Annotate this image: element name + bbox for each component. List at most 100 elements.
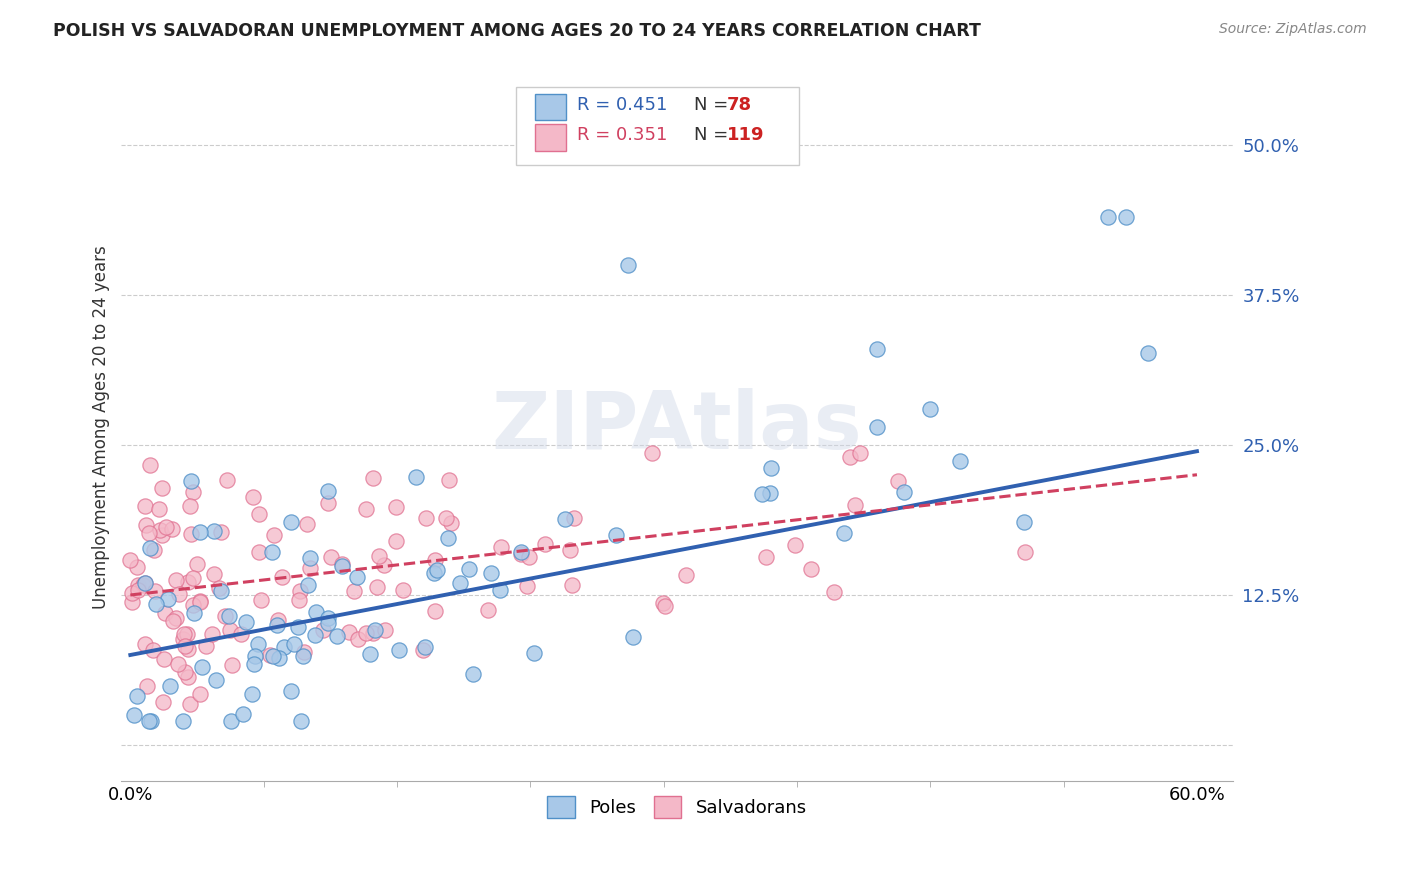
Point: [392, 583, 415, 598]
Point: [134, 575, 156, 590]
Point: [866, 420, 889, 434]
Point: [214, 609, 236, 624]
Point: [437, 473, 460, 487]
Point: [267, 613, 290, 627]
Point: [155, 520, 177, 534]
Point: [297, 578, 319, 592]
Point: [366, 580, 388, 594]
Point: [319, 550, 342, 565]
Point: [359, 647, 381, 661]
Point: [218, 623, 240, 637]
Point: [621, 630, 644, 644]
Point: [121, 586, 143, 600]
Point: [844, 498, 866, 512]
Point: [866, 342, 889, 356]
Point: [218, 608, 240, 623]
Point: [205, 673, 228, 687]
Point: [751, 486, 773, 500]
FancyBboxPatch shape: [534, 124, 565, 151]
Point: [325, 629, 347, 643]
Point: [754, 549, 776, 564]
Point: [759, 486, 782, 500]
Point: [800, 562, 823, 576]
Y-axis label: Unemployment Among Ages 20 to 24 years: Unemployment Among Ages 20 to 24 years: [93, 245, 110, 609]
Point: [247, 545, 270, 559]
Point: [159, 679, 181, 693]
Point: [605, 528, 627, 542]
Point: [139, 541, 162, 555]
Point: [259, 648, 281, 662]
Point: [918, 401, 941, 416]
Point: [449, 575, 471, 590]
Point: [127, 560, 149, 574]
Point: [135, 518, 157, 533]
Point: [160, 522, 183, 536]
Point: [181, 598, 204, 612]
Point: [949, 454, 972, 468]
Point: [148, 502, 170, 516]
Point: [1014, 545, 1036, 559]
Point: [517, 550, 540, 565]
Point: [194, 639, 217, 653]
Point: [287, 620, 309, 634]
Point: [127, 578, 149, 592]
Point: [267, 650, 290, 665]
Legend: Poles, Salvadorans: Poles, Salvadorans: [540, 789, 814, 825]
Point: [179, 499, 201, 513]
Point: [297, 516, 319, 531]
Point: [290, 714, 312, 728]
Point: [332, 559, 354, 574]
Point: [141, 643, 163, 657]
Point: [1012, 515, 1035, 529]
Point: [388, 643, 411, 657]
Point: [202, 567, 225, 582]
Point: [412, 643, 434, 657]
Point: [316, 484, 339, 499]
Point: [562, 510, 585, 524]
Point: [122, 708, 145, 723]
Point: [1097, 210, 1119, 224]
Point: [177, 641, 200, 656]
Point: [180, 526, 202, 541]
Point: [208, 581, 231, 595]
Point: [848, 445, 870, 459]
Point: [405, 469, 427, 483]
Point: [217, 474, 239, 488]
Point: [558, 543, 581, 558]
Point: [288, 584, 311, 599]
Point: [422, 566, 444, 581]
Point: [363, 471, 385, 485]
Point: [209, 524, 232, 539]
Point: [280, 683, 302, 698]
Text: POLISH VS SALVADORAN UNEMPLOYMENT AMONG AGES 20 TO 24 YEARS CORRELATION CHART: POLISH VS SALVADORAN UNEMPLOYMENT AMONG …: [53, 22, 981, 40]
Point: [134, 499, 156, 513]
Point: [434, 511, 457, 525]
Point: [373, 558, 395, 572]
Point: [1136, 345, 1159, 359]
Point: [461, 667, 484, 681]
Point: [337, 625, 360, 640]
Point: [509, 547, 531, 561]
Point: [183, 485, 205, 500]
Point: [201, 627, 224, 641]
Point: [143, 542, 166, 557]
Point: [138, 714, 160, 728]
Point: [188, 594, 211, 608]
Point: [654, 599, 676, 613]
Point: [675, 568, 697, 582]
Point: [477, 603, 499, 617]
Point: [363, 626, 385, 640]
Point: [165, 610, 187, 624]
Point: [1115, 210, 1137, 224]
Point: [183, 606, 205, 620]
Point: [561, 578, 583, 592]
Point: [188, 594, 211, 608]
FancyBboxPatch shape: [516, 87, 799, 165]
Point: [368, 549, 391, 564]
Point: [839, 450, 862, 464]
Point: [134, 638, 156, 652]
Text: N =: N =: [693, 95, 734, 114]
Text: R = 0.451: R = 0.451: [576, 95, 668, 114]
Point: [617, 258, 640, 272]
Point: [426, 563, 449, 577]
